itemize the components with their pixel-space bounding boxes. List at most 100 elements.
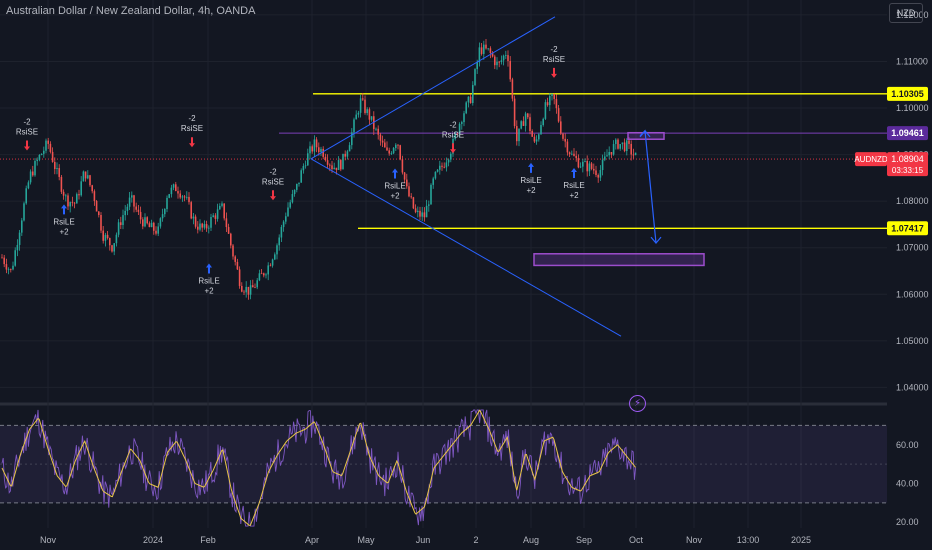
candle-body xyxy=(560,121,562,134)
candle-body xyxy=(263,273,265,276)
candle-body xyxy=(32,171,34,176)
candle-body xyxy=(172,184,175,188)
candle-body xyxy=(29,171,32,183)
rsi-line xyxy=(1,409,637,527)
candle-body xyxy=(47,140,49,144)
time-tick-label: Sep xyxy=(576,535,592,545)
candle-body xyxy=(535,139,538,142)
candle-body xyxy=(417,210,419,213)
candle-body xyxy=(201,223,203,228)
candle-body xyxy=(355,114,357,120)
candle-body xyxy=(289,202,291,208)
signal-label: RsiLE xyxy=(198,277,219,286)
price-series xyxy=(1,39,637,300)
candle-body xyxy=(194,216,197,227)
candle-body xyxy=(480,47,483,54)
level-tag-bg xyxy=(887,86,928,101)
candle-body xyxy=(271,259,274,266)
candle-body xyxy=(3,257,5,265)
lightning-icon[interactable]: ⚡ xyxy=(629,395,646,412)
candle-body xyxy=(82,171,85,182)
rsi-ma-line xyxy=(1,409,636,526)
candle-body xyxy=(439,165,441,170)
candle-body xyxy=(276,245,278,255)
candle-body xyxy=(190,202,192,219)
candle-body xyxy=(210,217,212,228)
candle-body xyxy=(621,142,624,145)
candle-body xyxy=(342,153,344,170)
candle-body xyxy=(430,184,432,205)
candle-body xyxy=(322,148,324,157)
candle-body xyxy=(300,170,302,183)
candle-body xyxy=(390,153,393,155)
candle-body xyxy=(623,142,626,152)
signal-label: RsiSE xyxy=(442,130,464,139)
candle-body xyxy=(346,151,349,157)
candle-body xyxy=(377,128,379,135)
candle-body xyxy=(608,152,610,156)
candle-body xyxy=(386,147,388,151)
candle-body xyxy=(225,218,228,228)
candle-body xyxy=(516,126,518,142)
candle-body xyxy=(282,221,285,228)
candle-body xyxy=(403,172,406,180)
candle-body xyxy=(617,139,619,149)
candle-body xyxy=(7,268,10,270)
candle-body xyxy=(14,250,16,266)
candle-body xyxy=(562,133,564,139)
candle-body xyxy=(40,153,43,155)
candle-body xyxy=(500,60,503,62)
candle-body xyxy=(43,150,45,154)
candle-body xyxy=(120,222,122,225)
signal-label: RsiSE xyxy=(262,177,284,186)
short-arrow-icon xyxy=(270,190,276,201)
symbol-tag-bg xyxy=(855,152,887,167)
currency-button[interactable]: NZD xyxy=(889,3,923,23)
candle-body xyxy=(1,257,3,259)
candle-body xyxy=(113,243,115,252)
candle-body xyxy=(304,165,307,167)
candle-body xyxy=(458,123,461,135)
candle-body xyxy=(337,160,340,170)
candle-body xyxy=(456,133,459,135)
candle-body xyxy=(443,166,445,168)
candle-body xyxy=(615,139,617,145)
candle-body xyxy=(56,168,58,170)
candle-body xyxy=(133,195,135,207)
candle-body xyxy=(89,175,91,186)
candle-body xyxy=(177,191,179,194)
candle-body xyxy=(313,139,316,152)
candle-body xyxy=(238,269,241,286)
candle-body xyxy=(109,238,111,246)
grid xyxy=(0,0,887,528)
candle-body xyxy=(38,154,41,160)
candle-body xyxy=(498,61,500,63)
candle-body xyxy=(432,178,434,185)
candle-body xyxy=(370,116,373,120)
rsi-series xyxy=(1,409,637,527)
candle-body xyxy=(219,205,221,210)
candle-body xyxy=(483,44,485,54)
time-tick-label: Nov xyxy=(40,535,57,545)
candle-body xyxy=(593,168,595,171)
candle-body xyxy=(509,61,511,80)
candle-body xyxy=(76,194,78,204)
candle-body xyxy=(269,265,272,267)
level-tag-label: 1.10305 xyxy=(891,89,924,99)
candle-body xyxy=(58,168,60,177)
candle-body xyxy=(590,163,593,169)
price-tick-label: 1.08000 xyxy=(896,196,929,206)
candle-body xyxy=(461,122,463,124)
signal-label: RsiLE xyxy=(563,181,584,190)
candle-body xyxy=(267,265,269,275)
symbol-tag-label: AUDNZD xyxy=(854,155,888,164)
candle-body xyxy=(181,196,184,198)
candle-body xyxy=(153,222,155,231)
candle-body xyxy=(606,155,608,157)
candle-body xyxy=(476,62,478,70)
candle-body xyxy=(69,202,71,207)
candle-body xyxy=(249,285,252,295)
candle-body xyxy=(212,215,214,218)
candle-body xyxy=(434,171,437,179)
